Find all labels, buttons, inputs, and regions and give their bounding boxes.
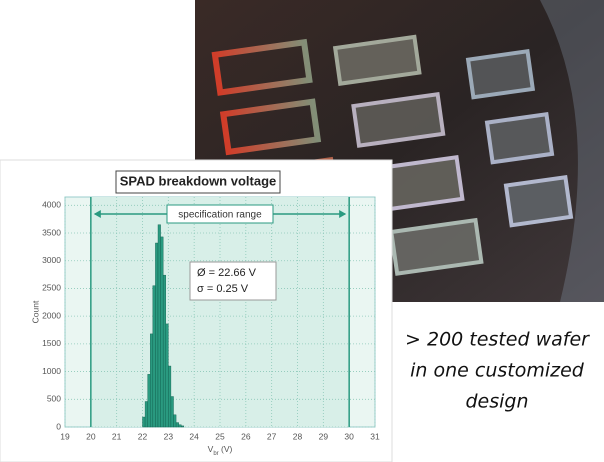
histogram-bar xyxy=(181,425,185,428)
y-tick-label: 3000 xyxy=(42,255,61,265)
histogram-bar xyxy=(165,323,169,428)
y-tick-label: 1000 xyxy=(42,366,61,376)
stats-text: Ø = 22.66 V xyxy=(197,267,257,279)
x-tick-label: 26 xyxy=(241,431,251,441)
y-tick-label: 500 xyxy=(47,394,61,404)
histogram-bar xyxy=(160,236,164,428)
y-tick-label: 2500 xyxy=(42,283,61,293)
spec-label: specification range xyxy=(178,210,262,221)
histogram-bar xyxy=(168,365,172,428)
x-tick-label: 19 xyxy=(60,431,70,441)
histogram-bar xyxy=(173,414,177,428)
x-tick-label: 30 xyxy=(344,431,354,441)
stats-box xyxy=(189,261,277,301)
x-tick-label: 24 xyxy=(189,431,199,441)
x-tick-label: 27 xyxy=(267,431,277,441)
caption-line: > 200 tested wafer xyxy=(405,329,590,351)
y-tick-label: 4000 xyxy=(42,200,61,210)
y-axis-label: Count xyxy=(30,300,40,323)
histogram-bar xyxy=(157,224,161,428)
x-tick-label: 21 xyxy=(112,431,122,441)
histogram-bar xyxy=(178,424,182,428)
histogram-bar xyxy=(152,285,156,428)
histogram-bar xyxy=(175,422,179,428)
x-tick-label: 25 xyxy=(215,431,225,441)
histogram-bar xyxy=(150,333,154,428)
y-tick-label: 1500 xyxy=(42,338,61,348)
x-tick-label: 29 xyxy=(319,431,329,441)
histogram-bar xyxy=(155,242,159,428)
x-tick-label: 23 xyxy=(164,431,174,441)
histogram-bar xyxy=(147,374,151,428)
histogram-bar xyxy=(144,401,148,428)
caption-line: in one customized xyxy=(410,360,585,382)
x-axis-label-part: br xyxy=(213,451,218,457)
x-axis-label-part: (V) xyxy=(219,444,233,454)
spec-label-box xyxy=(166,204,274,224)
title-box xyxy=(115,170,281,194)
x-axis-label-part: V xyxy=(208,444,214,454)
y-tick-label: 0 xyxy=(56,421,61,431)
x-tick-label: 31 xyxy=(370,431,380,441)
histogram-bar xyxy=(162,274,166,428)
stats-text: σ = 0.25 V xyxy=(197,283,249,295)
x-tick-label: 22 xyxy=(138,431,148,441)
x-tick-label: 28 xyxy=(293,431,303,441)
y-tick-label: 3500 xyxy=(42,227,61,237)
histogram-bar xyxy=(170,396,174,428)
y-tick-label: 2000 xyxy=(42,310,61,320)
histogram-bar xyxy=(142,416,146,428)
x-tick-label: 20 xyxy=(86,431,96,441)
x-axis-label: Vbr (V) xyxy=(208,444,233,456)
caption-line: design xyxy=(465,391,528,413)
chart-title: SPAD breakdown voltage xyxy=(120,173,277,188)
